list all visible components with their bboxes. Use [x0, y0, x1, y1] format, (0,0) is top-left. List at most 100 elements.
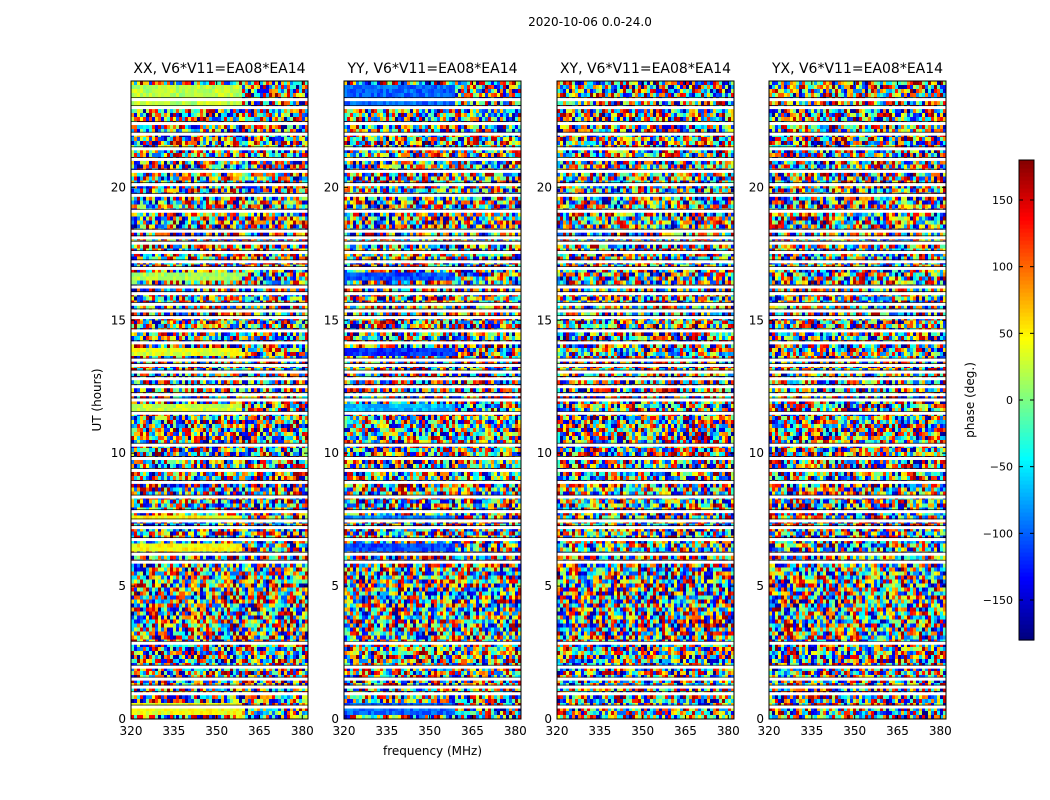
flagged-row [557, 641, 734, 645]
flagged-row [557, 157, 734, 161]
colorbar-segment [1019, 468, 1034, 473]
panel-title: XX, V6*V11=EA08*EA14 [133, 61, 305, 77]
colorbar-segment [1019, 596, 1034, 601]
flagged-row [344, 665, 521, 669]
x-tick-label: 320 [546, 724, 569, 738]
colorbar-segment [1019, 588, 1034, 593]
colorbar-segment [1019, 628, 1034, 633]
flagged-row [557, 122, 734, 126]
flagged-row [344, 363, 521, 367]
colorbar-segment [1019, 552, 1034, 557]
flagged-row [769, 122, 946, 126]
flagged-row [769, 705, 946, 709]
flagged-row [557, 677, 734, 681]
flagged-row [344, 157, 521, 161]
flagged-row [557, 147, 734, 151]
colorbar-segment [1019, 360, 1034, 365]
flagged-row [131, 685, 308, 689]
colorbar-segment [1019, 412, 1034, 417]
colorbar-segment [1019, 364, 1034, 369]
flagged-row [769, 250, 946, 254]
colorbar-tick-label: 100 [992, 261, 1013, 274]
flagged-row [557, 480, 734, 484]
flagged-row [557, 519, 734, 523]
flagged-row [769, 495, 946, 499]
flagged-row [769, 665, 946, 669]
colorbar-segment [1019, 504, 1034, 509]
colorbar-tick-label: 0 [1006, 394, 1013, 407]
x-tick-label: 365 [248, 724, 271, 738]
flagged-row [131, 157, 308, 161]
colorbar-segment [1019, 300, 1034, 305]
colorbar-segment [1019, 456, 1034, 461]
colorbar-segment [1019, 380, 1034, 385]
flagged-row [131, 510, 308, 514]
colorbar-segment [1019, 188, 1034, 193]
flagged-row [557, 468, 734, 472]
y-tick-label: 0 [756, 712, 764, 726]
flagged-row [344, 641, 521, 645]
colorbar-segment [1019, 184, 1034, 189]
flagged-row [131, 169, 308, 173]
panel-title: YX, V6*V11=EA08*EA14 [771, 61, 943, 77]
colorbar-segment [1019, 376, 1034, 381]
x-tick-label: 350 [205, 724, 228, 738]
y-tick-label: 20 [111, 180, 126, 194]
colorbar-segment [1019, 564, 1034, 569]
colorbar-segment [1019, 228, 1034, 233]
flagged-row [769, 456, 946, 460]
flagged-row [344, 122, 521, 126]
flagged-row [344, 398, 521, 402]
flagged-row [769, 385, 946, 389]
panel-0: XX, V6*V11=EA08*EA14 320 335 350 365 380 0 5 10 1… [90, 61, 314, 738]
flagged-row [557, 393, 734, 397]
panel-2: XY, V6*V11=EA08*EA14 320 335 350 365 380 0 5 10 1… [537, 61, 740, 738]
colorbar-segment [1019, 368, 1034, 373]
y-tick-label: 10 [111, 446, 126, 460]
flagged-row [769, 377, 946, 381]
x-tick-label: 320 [758, 724, 781, 738]
flagged-row [769, 106, 946, 110]
colorbar-segment [1019, 520, 1034, 525]
x-tick-label: 380 [504, 724, 527, 738]
colorbar-segment [1019, 268, 1034, 273]
colorbar-segment [1019, 280, 1034, 285]
flagged-row [557, 209, 734, 213]
flagged-row [769, 292, 946, 296]
colorbar-segment [1019, 252, 1034, 257]
colorbar-segment [1019, 264, 1034, 269]
flagged-row [769, 316, 946, 320]
flagged-row [344, 538, 521, 542]
colorbar-segment [1019, 632, 1034, 637]
colorbar-segment [1019, 384, 1034, 389]
colorbar-segment [1019, 272, 1034, 277]
flagged-row [344, 316, 521, 320]
flagged-row [769, 302, 946, 306]
flagged-row [131, 285, 308, 289]
flagged-row [769, 309, 946, 313]
colorbar-segment [1019, 516, 1034, 521]
colorbar-segment [1019, 244, 1034, 249]
panel-title: XY, V6*V11=EA08*EA14 [560, 61, 731, 77]
y-tick-label: 20 [749, 180, 764, 194]
colorbar-segment [1019, 408, 1034, 413]
flagged-row [344, 692, 521, 696]
flagged-row [131, 147, 308, 151]
colorbar-segment [1019, 556, 1034, 561]
flagged-row [344, 519, 521, 523]
flagged-row [557, 183, 734, 187]
colorbar-segment [1019, 200, 1034, 205]
flagged-row [557, 106, 734, 110]
flagged-row [769, 468, 946, 472]
colorbar-segment [1019, 488, 1034, 493]
flagged-row [557, 229, 734, 233]
colorbar-segment [1019, 196, 1034, 201]
colorbar-label: phase (deg.) [963, 362, 977, 438]
flagged-row [131, 552, 308, 556]
flagged-row [344, 309, 521, 313]
colorbar-segment [1019, 288, 1034, 293]
colorbar-segment [1019, 528, 1034, 533]
flagged-row [769, 370, 946, 374]
colorbar-segment [1019, 496, 1034, 501]
